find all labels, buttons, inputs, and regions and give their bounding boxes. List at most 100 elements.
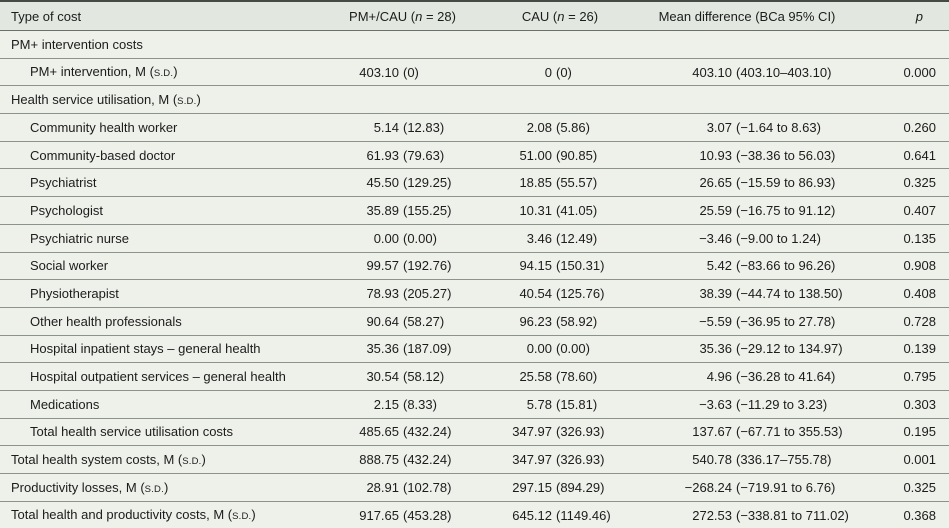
table-row: Social worker 99.57 (192.76) 94.15 (150.31) 5… <box>0 251 949 280</box>
mean-diff-value: 35.36 (−29.12 to 134.97) <box>610 334 843 363</box>
cau-value: 25.58 (78.60) <box>460 362 610 391</box>
p-value: 0.135 <box>840 223 949 252</box>
pm-cau-value: 888.75 (432.24) <box>345 445 460 474</box>
cau-value: 96.23 (58.92) <box>460 306 610 336</box>
mean-diff-value: −3.46 (−9.00 to 1.24) <box>610 223 840 252</box>
p-value: 0.000 <box>840 57 949 86</box>
col-header-pm_cau: PM+/CAU (n = 28) <box>345 1 460 31</box>
pm-cau-value: 0.00 (0.00) <box>345 223 460 252</box>
p-value: 0.728 <box>840 306 949 336</box>
cau-value: 94.15 (150.31) <box>460 251 610 280</box>
cau-value: 40.54 (125.76) <box>460 279 610 308</box>
cau-value: 18.85 (55.57) <box>460 168 610 197</box>
table-row: Psychiatrist 45.50 (129.25) 18.85 (55.57) 26.… <box>0 168 949 197</box>
table-header: Type of cost PM+/CAU (n = 28) CAU (n = 26)… <box>0 1 949 31</box>
col-header-p: p <box>840 1 949 31</box>
mean-diff-value: 137.67 (−67.71 to 355.53) <box>610 417 843 446</box>
header-row: Type of cost PM+/CAU (n = 28) CAU (n = 26)… <box>0 1 949 31</box>
row-label: Psychiatric nurse <box>0 223 345 252</box>
row-label: Total health and productivity costs, M (… <box>0 500 345 528</box>
cau-value: 297.15 (894.29) <box>460 473 610 502</box>
table-row: Total health and productivity costs, M (… <box>0 500 949 528</box>
table-row: Hospital inpatient stays – general healt… <box>0 334 949 363</box>
pm-cau-value: 403.10 (0) <box>345 57 460 86</box>
table-row: Medications 2.15 (8.33) 5.78 (15.81) −3.63 (−1… <box>0 389 949 419</box>
row-label: Community-based doctor <box>0 140 345 169</box>
table-row: Other health professionals 90.64 (58.27) 96… <box>0 306 949 336</box>
col-header-mean_diff: Mean difference (BCa 95% CI) <box>610 1 840 31</box>
pm-cau-value: 78.93 (205.27) <box>345 279 460 308</box>
table-row: Total health system costs, M (s.d.) 888.7… <box>0 445 949 474</box>
p-value: 0.303 <box>840 389 949 419</box>
mean-diff-value: 25.59 (−16.75 to 91.12) <box>610 196 840 225</box>
mean-diff-value: 3.07 (−1.64 to 8.63) <box>610 113 840 142</box>
pm-cau-value: 2.15 (8.33) <box>345 389 460 419</box>
col-header-cau: CAU (n = 26) <box>460 1 610 31</box>
pm-cau-value: 5.14 (12.83) <box>345 113 460 142</box>
table-row: Productivity losses, M (s.d.) 28.91 (102.7… <box>0 473 949 502</box>
table-row: Total health service utilisation costs 48… <box>0 417 949 446</box>
mean-diff-value: 4.96 (−36.28 to 41.64) <box>610 362 840 391</box>
section-label: PM+ intervention costs <box>11 36 143 52</box>
section-row: PM+ intervention costs <box>0 31 949 59</box>
cau-value: 5.78 (15.81) <box>460 389 610 419</box>
table-row: Psychiatric nurse 0.00 (0.00) 3.46 (12.49) −3… <box>0 223 949 252</box>
mean-diff-value: 26.65 (−15.59 to 86.93) <box>610 168 840 197</box>
row-label: Other health professionals <box>0 306 345 336</box>
section-row: Health service utilisation, M (s.d.) <box>0 85 949 114</box>
col-header-type_of_cost: Type of cost <box>0 1 345 31</box>
p-value: 0.325 <box>840 168 949 197</box>
pm-cau-value: 90.64 (58.27) <box>345 306 460 336</box>
p-value: 0.325 <box>840 473 949 502</box>
table-row: Physiotherapist 78.93 (205.27) 40.54 (125.76… <box>0 279 949 308</box>
pm-cau-value: 28.91 (102.78) <box>345 473 460 502</box>
mean-diff-value: 272.53 (−338.81 to 711.02) <box>610 500 849 528</box>
p-value: 0.260 <box>840 113 949 142</box>
p-value: 0.368 <box>840 500 949 528</box>
cau-value: 2.08 (5.86) <box>460 113 610 142</box>
pm-cau-value: 35.89 (155.25) <box>345 196 460 225</box>
cau-value: 51.00 (90.85) <box>460 140 610 169</box>
table-row: PM+ intervention, M (s.d.) 403.10 (0) 0 (0) 4… <box>0 57 949 86</box>
p-value: 0.001 <box>840 445 949 474</box>
p-value: 0.139 <box>840 334 949 363</box>
mean-diff-value: 540.78 (336.17–755.78) <box>610 445 840 474</box>
cau-value: 0.00 (0.00) <box>460 334 610 363</box>
p-value: 0.407 <box>840 196 949 225</box>
mean-diff-value: 38.39 (−44.74 to 138.50) <box>610 279 843 308</box>
mean-diff-value: 5.42 (−83.66 to 96.26) <box>610 251 840 280</box>
mean-diff-value: 403.10 (403.10–403.10) <box>610 57 840 86</box>
pm-cau-value: 917.65 (453.28) <box>345 500 460 528</box>
pm-cau-value: 485.65 (432.24) <box>345 417 460 446</box>
table-row: Hospital outpatient services – general h… <box>0 362 949 391</box>
mean-diff-value: −268.24 (−719.91 to 6.76) <box>610 473 840 502</box>
row-label: Psychiatrist <box>0 168 345 197</box>
mean-diff-value: −3.63 (−11.29 to 3.23) <box>610 389 840 419</box>
cau-value: 347.97 (326.93) <box>460 445 610 474</box>
p-value: 0.795 <box>840 362 949 391</box>
table-row: Community-based doctor 61.93 (79.63) 51.00(… <box>0 140 949 169</box>
cau-value: 347.97 (326.93) <box>460 417 610 446</box>
mean-diff-value: 10.93 (−38.36 to 56.03) <box>610 140 840 169</box>
row-label: Total health service utilisation costs <box>0 417 345 446</box>
cau-value: 10.31 (41.05) <box>460 196 610 225</box>
row-label: Total health system costs, M (s.d.) <box>0 445 345 474</box>
table-row: Community health worker 5.14 (12.83) 2.08 (5… <box>0 113 949 142</box>
row-label: Psychologist <box>0 196 345 225</box>
pm-cau-value: 35.36 (187.09) <box>345 334 460 363</box>
table-row: Psychologist 35.89 (155.25) 10.31 (41.05) 25.… <box>0 196 949 225</box>
row-label: Productivity losses, M (s.d.) <box>0 473 345 502</box>
p-value: 0.195 <box>840 417 949 446</box>
cau-value: 645.12 (1149.46) <box>460 500 611 528</box>
pm-cau-value: 99.57 (192.76) <box>345 251 460 280</box>
p-value: 0.908 <box>840 251 949 280</box>
row-label: Social worker <box>0 251 345 280</box>
table-body: PM+ intervention costs PM+ intervention, … <box>0 31 949 528</box>
p-value: 0.641 <box>840 140 949 169</box>
row-label: Physiotherapist <box>0 279 345 308</box>
section-label: Health service utilisation, M (s.d.) <box>0 85 949 114</box>
row-label: Hospital outpatient services – general h… <box>0 362 345 391</box>
cau-value: 0 (0) <box>460 57 610 86</box>
